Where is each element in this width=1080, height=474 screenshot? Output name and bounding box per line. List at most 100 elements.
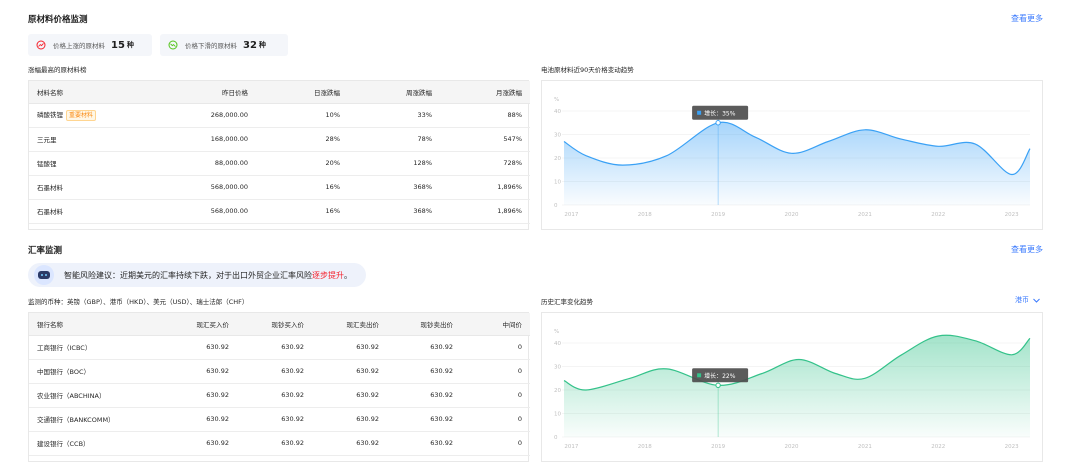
bank-name: 建设银行（CCB） xyxy=(29,431,149,456)
col-header[interactable]: 银行名称 xyxy=(29,313,149,336)
material-name: 磷酸铁锂 xyxy=(37,111,63,119)
rate-cell: 630.92 xyxy=(387,431,461,456)
fx-view-more-link[interactable]: 查看更多 xyxy=(1011,245,1043,254)
series-area xyxy=(564,122,1030,205)
rate-cell: 630.92 xyxy=(149,359,237,384)
risk-advice-banner: 智能风险建议：近期美元的汇率持续下跌，对于出口外贸企业汇率风险 逐步提升。 xyxy=(28,263,366,287)
x-tick-label: 2023 xyxy=(1005,444,1019,450)
price-cell: 168,000.00 xyxy=(169,127,256,152)
rate-cell: 630.92 xyxy=(149,335,237,360)
raw-view-more-link[interactable]: 查看更多 xyxy=(1011,14,1043,23)
material-name: 石墨材料 xyxy=(29,175,169,200)
raw-table-title: 涨幅最高的原材料榜 xyxy=(28,66,87,74)
table-row[interactable]: 农业银行（ABCHINA） 630.92 630.92 630.92 630.9… xyxy=(29,383,530,408)
series-line xyxy=(563,121,1031,176)
trend-down-icon xyxy=(168,40,178,50)
series-area xyxy=(564,335,1030,437)
col-header[interactable]: 现钞卖出价 xyxy=(387,313,461,336)
week-change-cell: 33% xyxy=(348,103,440,128)
month-change-cell: 728% xyxy=(440,151,530,176)
stat-rising-value: 15 xyxy=(111,39,125,51)
table-row[interactable]: 磷酸铁锂 重要材料 268,000.00 10% 33% 88% xyxy=(29,103,530,128)
x-tick-label: 2020 xyxy=(784,444,798,450)
table-row[interactable]: 锰酸锂 88,000.00 20% 128% 728% xyxy=(29,151,530,176)
col-header[interactable]: 日涨跌幅 xyxy=(256,81,348,104)
rate-cell: 630.92 xyxy=(149,383,237,408)
tooltip-marker xyxy=(697,110,702,115)
week-change-cell: 368% xyxy=(348,199,440,224)
fx-trend-chart-box: % 0 10 20 30 40 2017 2018 2019 2020 2021 2022 2023 增长… xyxy=(541,312,1043,462)
col-header[interactable]: 现汇卖出价 xyxy=(312,313,387,336)
raw-trend-chart-box: % 0 10 20 30 40 2017 2018 2019 2020 2021 2022 2023 增长… xyxy=(541,80,1043,230)
highlight-point xyxy=(715,382,721,389)
rate-cell: 630.92 xyxy=(237,431,312,456)
tooltip-marker xyxy=(697,373,702,378)
fx-trend-chart[interactable]: % 0 10 20 30 40 2017 2018 2019 2020 2021 2022 2023 增长… xyxy=(542,313,1042,461)
tooltip-text: 增长：35% xyxy=(704,109,736,117)
table-row[interactable]: 建设银行（CCB） 630.92 630.92 630.92 630.92 0 xyxy=(29,431,530,456)
day-change-cell: 20% xyxy=(256,151,348,176)
month-change-cell: 1,896% xyxy=(440,199,530,224)
stat-falling-unit: 种 xyxy=(258,41,266,49)
mid-rate-cell: 0 xyxy=(461,359,530,384)
material-name: 三元里 xyxy=(29,127,169,152)
y-tick-label: 0 xyxy=(554,203,558,209)
rate-cell: 630.92 xyxy=(312,359,387,384)
price-cell: 268,000.00 xyxy=(169,103,256,128)
bank-name: 农业银行（ABCHINA） xyxy=(29,383,149,408)
x-tick-label: 2023 xyxy=(1005,212,1019,218)
rate-cell: 630.92 xyxy=(387,407,461,432)
important-tag: 重要材料 xyxy=(66,110,97,121)
chevron-down-icon xyxy=(1033,298,1040,303)
rate-cell: 630.92 xyxy=(387,335,461,360)
col-header[interactable]: 周涨跌幅 xyxy=(348,81,440,104)
rate-cell: 630.92 xyxy=(312,335,387,360)
material-name: 锰酸锂 xyxy=(29,151,169,176)
series-line xyxy=(563,334,1031,391)
y-tick-label: 40 xyxy=(554,109,561,115)
table-row[interactable]: 石墨材料 568,000.00 16% 368% 1,896% xyxy=(29,199,530,224)
rate-cell: 630.92 xyxy=(387,383,461,408)
y-tick-label: 30 xyxy=(554,133,561,139)
x-tick-label: 2018 xyxy=(638,212,652,218)
mid-rate-cell: 0 xyxy=(461,431,530,456)
stat-falling: 价格下滑的原材料 32 种 xyxy=(160,34,288,56)
tooltip-box xyxy=(692,368,749,383)
highlight-point xyxy=(715,120,721,126)
bank-name: 中国银行（BOC） xyxy=(29,359,149,384)
x-tick-label: 2021 xyxy=(858,212,872,218)
col-header[interactable]: 月涨跌幅 xyxy=(440,81,530,104)
table-row[interactable]: 石墨材料 568,000.00 16% 368% 1,896% xyxy=(29,175,530,200)
day-change-cell: 16% xyxy=(256,175,348,200)
col-header[interactable]: 昨日价格 xyxy=(169,81,256,104)
col-header[interactable]: 材料名称 xyxy=(29,81,169,104)
rate-cell: 630.92 xyxy=(312,383,387,408)
rate-cell: 630.92 xyxy=(237,335,312,360)
table-row[interactable]: 交通银行（BANKCOMM） 630.92 630.92 630.92 630.… xyxy=(29,407,530,432)
y-tick-label: 20 xyxy=(554,388,561,394)
currency-select[interactable]: 港币 xyxy=(1015,295,1041,305)
raw-trend-chart[interactable]: % 0 10 20 30 40 2017 2018 2019 2020 2021 2022 2023 增长… xyxy=(542,81,1042,229)
price-cell: 88,000.00 xyxy=(169,151,256,176)
price-cell: 568,000.00 xyxy=(169,175,256,200)
table-row[interactable]: 中国银行（BOC） 630.92 630.92 630.92 630.92 0 xyxy=(29,359,530,384)
x-tick-label: 2022 xyxy=(931,444,945,450)
mid-rate-cell: 0 xyxy=(461,407,530,432)
raw-materials-table: 材料名称 昨日价格 日涨跌幅 周涨跌幅 月涨跌幅 磷酸铁锂 重要材料 268,00… xyxy=(28,80,530,230)
col-header[interactable]: 中间价 xyxy=(461,313,530,336)
y-tick-label: 20 xyxy=(554,156,561,162)
x-tick-label: 2017 xyxy=(564,212,578,218)
y-tick-label: 30 xyxy=(554,365,561,371)
table-row[interactable]: 工商银行（ICBC） 630.92 630.92 630.92 630.92 0 xyxy=(29,335,530,360)
advice-prefix: 智能风险建议：近期美元的汇率持续下跌，对于出口外贸企业汇率风险 xyxy=(64,270,312,280)
col-header[interactable]: 现汇买入价 xyxy=(149,313,237,336)
x-tick-label: 2020 xyxy=(784,212,798,218)
price-cell: 568,000.00 xyxy=(169,199,256,224)
fx-rate-table: 银行名称 现汇买入价 现钞买入价 现汇卖出价 现钞卖出价 中间价 工商银行（IC… xyxy=(28,312,530,462)
rate-cell: 630.92 xyxy=(387,359,461,384)
x-tick-label: 2017 xyxy=(564,444,578,450)
material-name: 石墨材料 xyxy=(29,199,169,224)
col-header[interactable]: 现钞买入价 xyxy=(237,313,312,336)
x-tick-label: 2021 xyxy=(858,444,872,450)
table-row[interactable]: 三元里 168,000.00 28% 78% 547% xyxy=(29,127,530,152)
